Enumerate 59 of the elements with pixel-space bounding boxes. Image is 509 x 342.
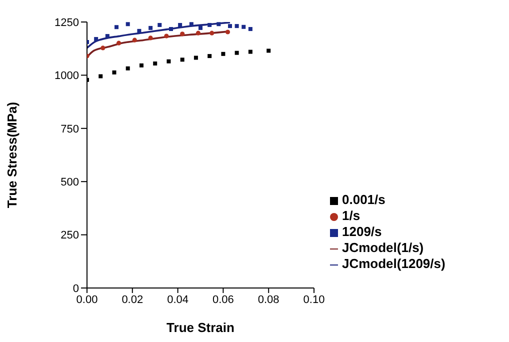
x-tick-label: 0.10 [303,294,325,306]
point [194,56,198,60]
point [242,24,246,29]
y-axis-title: True Stress(MPa) [4,102,20,208]
x-tick-label: 0.00 [76,294,98,306]
y-tick-label: 1250 [54,16,79,29]
point [178,22,182,27]
point [126,66,130,70]
point [153,61,158,66]
point [221,52,226,56]
y-tick-label: 0 [72,282,79,295]
point [94,37,98,42]
point [225,30,230,34]
point [234,50,239,55]
point [248,50,252,54]
point [112,70,116,74]
point [164,34,169,38]
point [139,63,144,68]
legend-label: JCmodel(1/s) [342,240,424,255]
y-tick-label: 250 [60,230,79,242]
y-tick-label: 750 [60,123,79,136]
point [198,26,202,30]
point [116,40,122,46]
point [114,25,119,30]
point [196,30,201,36]
point [98,74,103,78]
point [148,26,153,30]
legend-label: 1/s [342,208,360,223]
point [234,24,239,28]
y-tick-label: 500 [60,176,79,189]
point [166,59,171,64]
point [126,22,130,26]
point [266,48,271,53]
point [180,58,184,62]
point [100,46,106,50]
x-tick-label: 0.08 [258,294,280,306]
x-tick-label: 0.04 [167,294,189,306]
point [105,34,110,38]
point [228,24,232,28]
point [189,22,194,26]
line-series [87,22,231,49]
point [168,27,173,32]
point [208,22,212,27]
point [158,22,162,27]
legend-label: 0.001/s [342,192,386,207]
point [180,32,185,36]
point [210,30,214,36]
legend-label: 1209/s [342,224,382,239]
legend-label: JCmodel(1209/s) [342,256,446,271]
x-tick-label: 0.06 [212,294,234,306]
point [216,22,221,26]
y-tick-label: 1000 [54,70,79,82]
point [137,28,142,33]
point [132,38,137,42]
x-tick-label: 0.02 [122,294,144,306]
point [148,36,153,40]
x-axis-title: True Strain [166,320,235,335]
point [208,54,212,58]
point [248,27,252,32]
